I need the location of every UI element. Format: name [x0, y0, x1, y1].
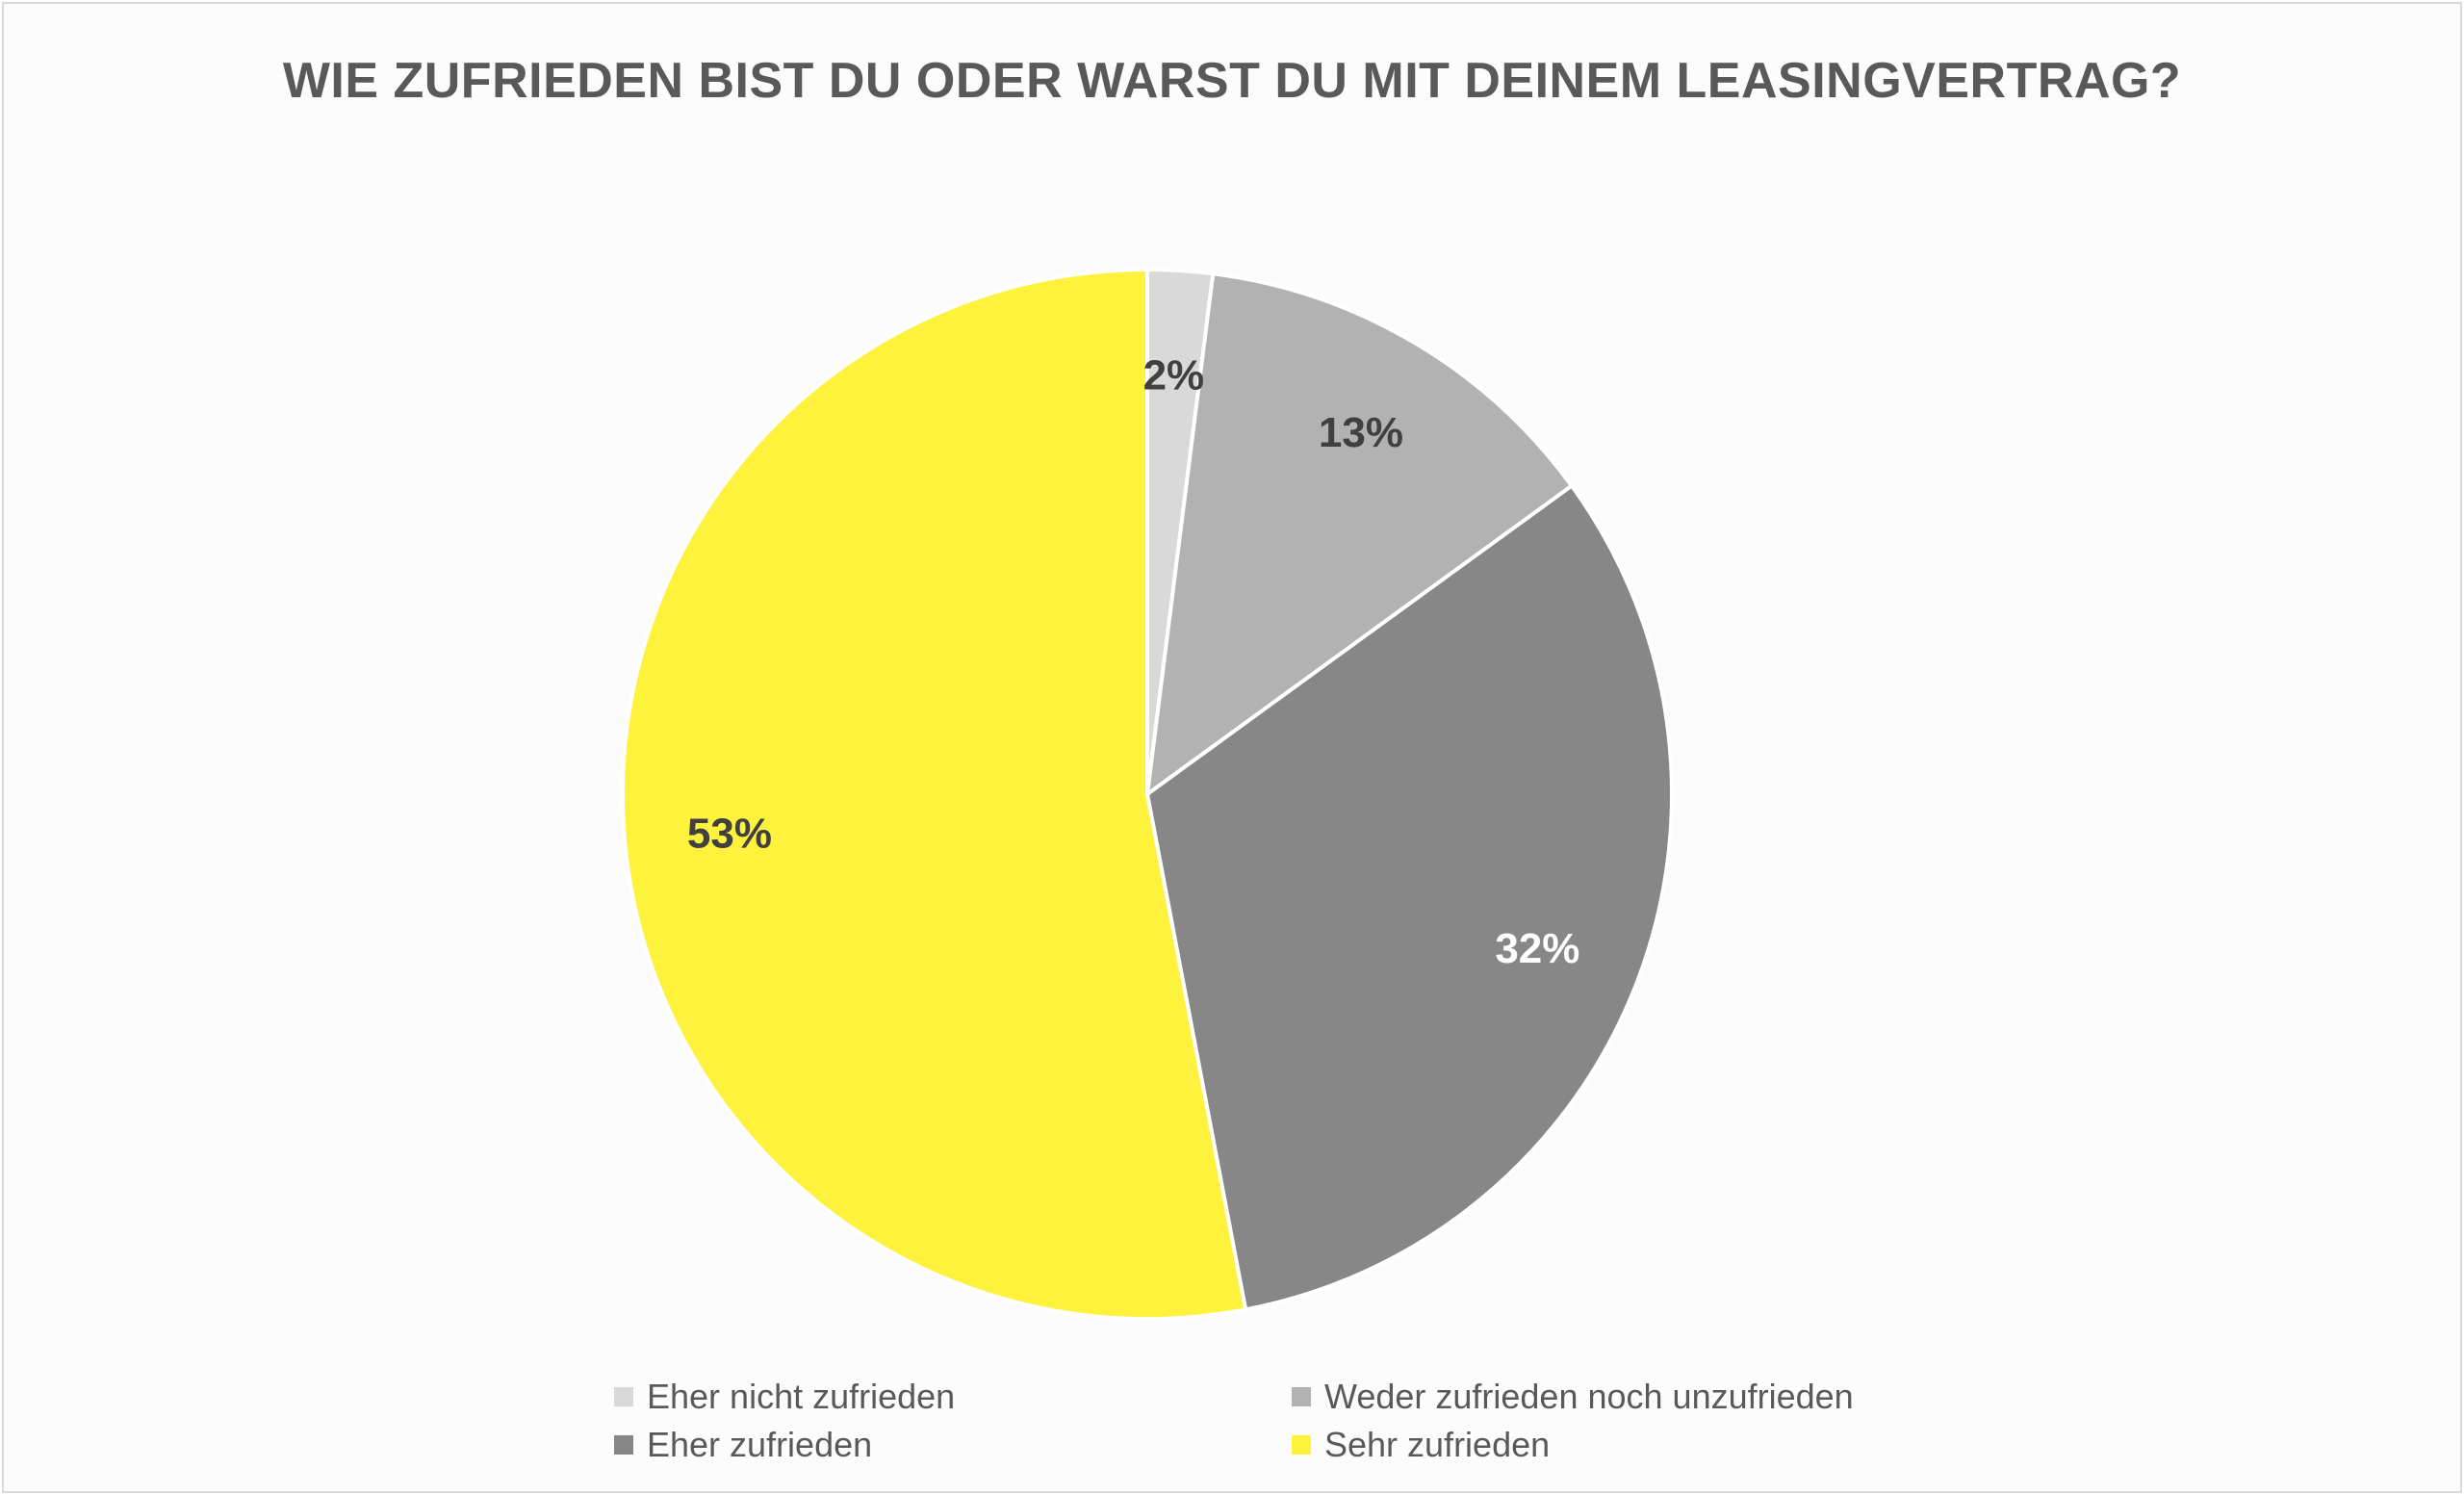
legend-label: Sehr zufrieden: [1324, 1425, 1551, 1464]
pie-slice: [1144, 482, 1674, 1312]
pie-slice: [1144, 271, 1575, 799]
legend-swatch: [1292, 1435, 1311, 1455]
data-label: 53%: [687, 811, 772, 858]
data-label: 13%: [1319, 409, 1403, 456]
legend-label: Eher zufrieden: [647, 1425, 873, 1464]
chart-title: WIE ZUFRIEDEN BIST DU ODER WARST DU MIT …: [282, 53, 2182, 109]
legend-label: Eher nicht zufrieden: [647, 1377, 956, 1416]
legend-item: Eher nicht zufrieden: [614, 1377, 955, 1417]
legend-label: Weder zufrieden noch unzufrieden: [1324, 1377, 1854, 1416]
data-label: 32%: [1495, 925, 1579, 972]
legend-swatch: [1292, 1387, 1311, 1406]
legend-item: Eher zufrieden: [614, 1425, 872, 1465]
legend-swatch: [614, 1435, 633, 1455]
legend-item: Weder zufrieden noch unzufrieden: [1292, 1377, 1854, 1417]
legend-item: Sehr zufrieden: [1292, 1425, 1550, 1465]
legend-swatch: [614, 1387, 633, 1406]
data-label: 2%: [1143, 351, 1205, 399]
pie-slice: [621, 267, 1248, 1321]
